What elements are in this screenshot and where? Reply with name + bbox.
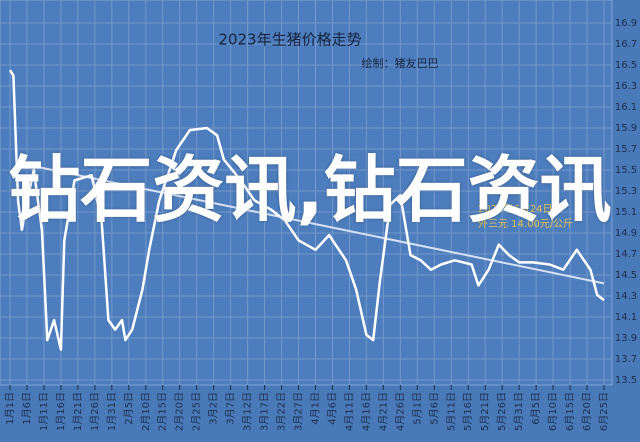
x-tick-label: 1月6日 <box>21 392 33 425</box>
x-tick-label: 2月10日 <box>140 392 152 431</box>
y-tick-label: 15.7 <box>615 144 637 155</box>
x-tick-label: 4月6日 <box>326 392 338 425</box>
x-tick-label: 3月22日 <box>276 392 288 431</box>
y-tick-label: 14.5 <box>615 270 637 281</box>
annotation: 外三元 14.00元/公斤 <box>478 218 573 230</box>
x-tick-label: 5月16日 <box>462 392 474 431</box>
y-tick-label: 14.9 <box>615 228 637 239</box>
x-tick-label: 3月17日 <box>259 392 271 431</box>
x-tick-label: 5月26日 <box>496 392 508 431</box>
x-tick-label: 5月1日 <box>411 392 423 425</box>
x-tick-label: 1月11日 <box>38 392 50 431</box>
y-tick-label: 16.5 <box>615 60 637 71</box>
x-tick-label: 1月1日 <box>4 392 16 425</box>
x-tick-label: 6月25日 <box>598 392 610 431</box>
y-tick-label: 15.1 <box>615 207 637 218</box>
x-tick-label: 3月12日 <box>242 392 254 431</box>
x-tick-label: 3月2日 <box>208 392 220 425</box>
x-tick-label: 1月21日 <box>72 392 84 431</box>
trend-line <box>26 163 605 285</box>
x-tick-label: 2月15日 <box>157 392 169 431</box>
y-tick-label: 13.7 <box>615 354 637 365</box>
y-tick-label: 16.9 <box>615 18 637 29</box>
y-tick-label: 16.3 <box>615 81 637 92</box>
y-tick-label: 16.7 <box>615 39 637 50</box>
chart-subtitle: 绘制：猪友巴巴 <box>362 56 439 70</box>
x-tick-label: 2月5日 <box>123 392 135 425</box>
y-tick-label: 15.3 <box>615 186 637 197</box>
x-tick-label: 4月21日 <box>377 392 389 431</box>
y-tick-label: 14.3 <box>615 291 637 302</box>
x-tick-label: 5月6日 <box>428 392 440 425</box>
y-tick-label: 14.1 <box>615 312 637 323</box>
x-tick-label: 6月10日 <box>547 392 559 431</box>
x-tick-label: 5月11日 <box>445 392 457 431</box>
x-tick-label: 4月26日 <box>394 392 406 431</box>
y-tick-label: 16.1 <box>615 102 637 113</box>
x-tick-label: 6月15日 <box>564 392 576 431</box>
x-tick-label: 2月25日 <box>191 392 203 431</box>
x-tick-label: 1月16日 <box>55 392 67 431</box>
y-tick-label: 13.5 <box>615 375 637 386</box>
watermark: 钻石资讯,钻石资讯 <box>8 148 612 232</box>
x-tick-label: 3月7日 <box>225 392 237 425</box>
y-tick-label: 14.7 <box>615 249 637 260</box>
x-tick-label: 5月31日 <box>513 392 525 431</box>
x-tick-label: 2月20日 <box>174 392 186 431</box>
y-tick-label: 15.9 <box>615 123 637 134</box>
x-tick-label: 3月27日 <box>293 392 305 431</box>
y-tick-label: 13.9 <box>615 333 637 344</box>
price-line <box>8 69 605 351</box>
plot-area <box>0 0 613 386</box>
x-tick-label: 4月11日 <box>343 392 355 431</box>
x-tick-label: 1月26日 <box>89 392 101 431</box>
x-tick-label: 1月31日 <box>106 392 118 431</box>
y-tick-label: 15.5 <box>615 165 637 176</box>
x-tick-label: 5月21日 <box>479 392 491 431</box>
x-tick-label: 4月1日 <box>309 392 321 425</box>
chart-title: 2023年生猪价格走势 <box>218 31 361 49</box>
x-tick-label: 6月20日 <box>581 392 593 431</box>
x-tick-label: 4月16日 <box>360 392 372 431</box>
annotation: 2023年6月24日 <box>478 202 553 215</box>
x-tick-label: 6月5日 <box>530 392 542 425</box>
